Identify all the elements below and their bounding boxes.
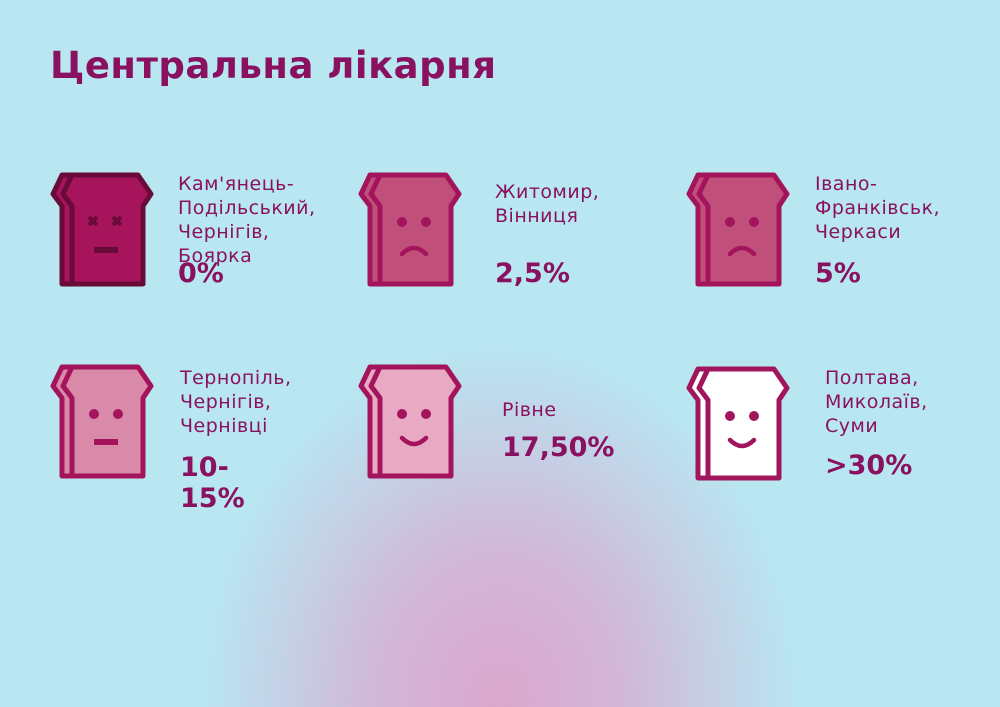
eye — [397, 409, 407, 419]
city-name: Миколаїв, — [825, 391, 928, 413]
city-name: Чернігів, — [180, 391, 272, 413]
mouth — [727, 437, 757, 449]
eye — [421, 409, 431, 419]
city-list: Івано- Франківськ, Черкаси — [815, 172, 940, 244]
toast-face-icon — [358, 172, 462, 287]
percentage-value: 5% — [815, 258, 861, 289]
city-name: Житомир, — [495, 181, 600, 203]
city-name: Кам'янець- — [178, 173, 295, 195]
toast-face-icon — [686, 366, 790, 481]
city-list: Житомир, Вінниця — [495, 180, 599, 228]
toast-face-icon — [686, 172, 790, 287]
mouth — [727, 245, 757, 257]
city-name: Івано- — [815, 173, 878, 195]
city-name: Суми — [825, 415, 879, 437]
mouth — [399, 435, 429, 447]
eye — [113, 409, 123, 419]
city-name: Подільський, — [178, 197, 316, 219]
city-list: Тернопіль, Чернігів, Чернівці — [180, 366, 292, 438]
eye — [749, 411, 759, 421]
eye — [749, 217, 759, 227]
percentage-value: 2,5% — [495, 258, 570, 289]
toast-face-icon — [50, 364, 154, 479]
percentage-value: 10-15% — [180, 452, 245, 514]
city-name: Рівне — [502, 399, 557, 421]
city-name: Боярка — [178, 245, 253, 267]
mouth — [94, 439, 118, 445]
toast-face-icon — [358, 364, 462, 479]
city-name: Вінниця — [495, 205, 579, 227]
toast-face-icon — [50, 172, 154, 287]
eye — [725, 217, 735, 227]
city-name: Тернопіль, — [180, 367, 292, 389]
eye — [397, 217, 407, 227]
city-list: Кам'янець- Подільський, Чернігів, Боярка — [178, 172, 316, 268]
eye — [725, 411, 735, 421]
city-list: Полтава, Миколаїв, Суми — [825, 366, 928, 438]
page-title: Центральна лікарня — [50, 44, 497, 87]
city-list: Рівне — [502, 398, 557, 422]
x-eyes — [87, 215, 123, 227]
city-name: Чернівці — [180, 415, 268, 437]
mouth — [94, 247, 118, 253]
percentage-value: >30% — [825, 450, 913, 481]
city-name: Черкаси — [815, 221, 902, 243]
percentage-value: 0% — [178, 258, 224, 289]
eye — [421, 217, 431, 227]
city-name: Полтава, — [825, 367, 919, 389]
eye — [89, 409, 99, 419]
mouth — [399, 245, 429, 257]
percentage-value: 17,50% — [502, 432, 615, 463]
city-name: Чернігів, — [178, 221, 270, 243]
city-name: Франківськ, — [815, 197, 941, 219]
